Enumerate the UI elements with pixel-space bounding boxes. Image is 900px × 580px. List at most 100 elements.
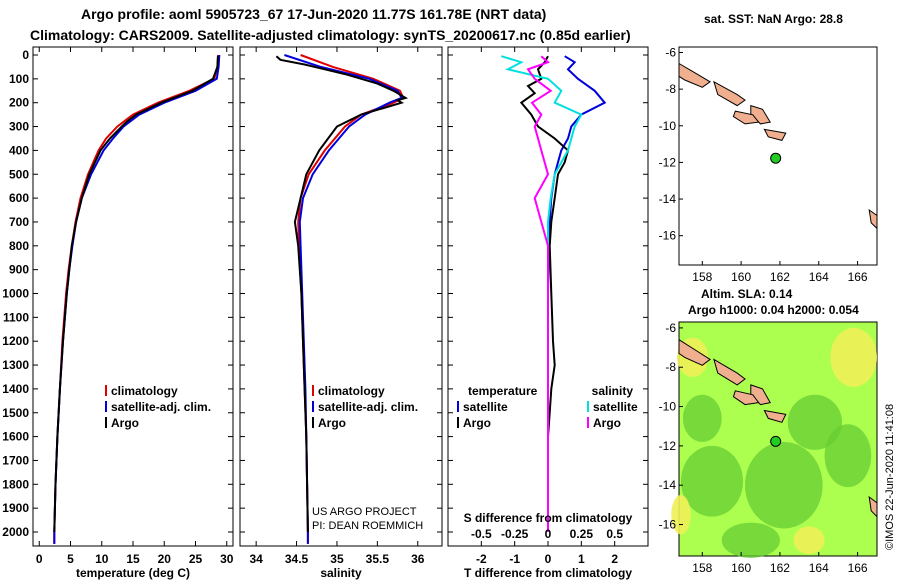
sla-patch — [824, 424, 872, 488]
x-tick-label-s: -0.5 — [471, 527, 492, 541]
sst-map-title: sat. SST: NaN Argo: 28.8 — [704, 12, 843, 26]
x-axis-label-top: S difference from climatology — [464, 511, 633, 525]
series-satellite-adj.-clim. — [53, 54, 221, 544]
lat-tick-label: -14 — [659, 478, 677, 492]
panel-salinity — [239, 46, 443, 547]
series-climatology — [53, 54, 219, 544]
series-t-satellite — [547, 55, 607, 532]
x-tick-label: 20 — [158, 552, 172, 566]
depth-tick-label: 1900 — [2, 501, 29, 515]
legend-label: satellite-adj. clim. — [318, 400, 418, 414]
x-tick-label: 35 — [330, 552, 344, 566]
x-tick-label: 0 — [36, 552, 43, 566]
legend-label: Argo — [593, 416, 621, 430]
sla-map — [671, 321, 878, 558]
series-climatology — [297, 54, 405, 544]
series-s-argo — [526, 55, 553, 532]
depth-tick-label: 1800 — [2, 477, 29, 491]
legend-label: Argo — [111, 416, 139, 430]
panel-frame — [239, 46, 443, 547]
lat-tick-label: -8 — [665, 360, 676, 374]
island — [732, 390, 760, 406]
depth-tick-label: 2000 — [2, 525, 29, 539]
x-tick-label: 10 — [95, 552, 109, 566]
depth-tick-label: 600 — [9, 191, 29, 205]
sla-patch — [721, 522, 780, 558]
sla-patch — [745, 441, 823, 529]
x-tick-label: 34 — [249, 552, 263, 566]
lat-tick-label: -16 — [659, 229, 677, 243]
lon-tick-label: 160 — [731, 270, 751, 284]
legend-label: Argo — [463, 416, 491, 430]
island — [763, 409, 787, 423]
island — [678, 62, 712, 88]
island — [763, 128, 787, 141]
lat-tick-label: -10 — [659, 400, 677, 414]
depth-tick-label: 300 — [9, 120, 29, 134]
island — [713, 80, 746, 107]
imos-watermark: ©IMOS 22-Jun-2020 11:41:08 — [884, 403, 896, 550]
lon-tick-label: 164 — [809, 561, 829, 575]
sla-patch — [793, 526, 825, 555]
x-tick-label: -1 — [509, 552, 520, 566]
legend-label: Argo — [318, 416, 346, 430]
x-tick-label-s: 0.25 — [570, 527, 594, 541]
title-line-1: Argo profile: aoml 5905723_67 17-Jun-202… — [81, 6, 547, 22]
panel-temperature — [32, 46, 234, 547]
x-tick-label-s: -0.25 — [501, 527, 529, 541]
depth-tick-label: 100 — [9, 72, 29, 86]
lon-tick-label: 166 — [848, 270, 868, 284]
x-tick-label: 0 — [545, 552, 552, 566]
island — [732, 110, 760, 125]
sla-patch — [671, 495, 691, 535]
island — [713, 358, 746, 386]
depth-tick-label: 1700 — [2, 453, 29, 467]
lat-tick-label: -10 — [659, 119, 677, 133]
depth-tick-label: 1300 — [2, 358, 29, 372]
argo-position-marker — [770, 152, 782, 164]
series-s-satellite — [501, 55, 583, 532]
x-tick-label: -2 — [476, 552, 487, 566]
depth-tick-label: 400 — [9, 143, 29, 157]
legend-label: climatology — [318, 384, 385, 398]
x-tick-label: 2 — [611, 552, 618, 566]
x-tick-label-s: 0.5 — [606, 527, 623, 541]
x-tick-label: 25 — [189, 552, 203, 566]
depth-tick-label: 800 — [9, 239, 29, 253]
depth-tick-label: 1400 — [2, 382, 29, 396]
lon-tick-label: 166 — [848, 561, 868, 575]
legend-label: satellite — [463, 400, 508, 414]
lat-tick-label: -6 — [665, 45, 676, 59]
legend-title: temperature — [468, 384, 538, 398]
x-tick-label: 30 — [220, 552, 234, 566]
depth-tick-label: 700 — [9, 215, 29, 229]
legend-label: climatology — [111, 384, 178, 398]
sla-patch — [680, 445, 744, 517]
legend-title: salinity — [592, 384, 634, 398]
depth-tick-label: 1100 — [3, 310, 29, 324]
lon-tick-label: 162 — [770, 561, 790, 575]
lon-tick-label: 160 — [731, 561, 751, 575]
island — [868, 495, 878, 518]
argo-position-marker — [770, 435, 782, 447]
x-tick-label: 34.5 — [285, 552, 309, 566]
sla-map-title-1: Altim. SLA: 0.14 — [701, 287, 793, 301]
series-t-argo — [519, 55, 570, 532]
lat-tick-label: -14 — [659, 192, 677, 206]
lat-tick-label: -12 — [659, 439, 677, 453]
x-tick-label-s: 0 — [545, 527, 552, 541]
lon-tick-label: 162 — [770, 270, 790, 284]
title-line-2: Climatology: CARS2009. Satellite-adjuste… — [30, 27, 631, 43]
legend-label: satellite-adj. clim. — [111, 400, 211, 414]
credit-line-2: PI: DEAN ROEMMICH — [312, 520, 424, 532]
x-tick-label: 36 — [411, 552, 425, 566]
lat-tick-label: -8 — [665, 82, 676, 96]
lon-tick-label: 158 — [692, 270, 712, 284]
depth-tick-label: 200 — [9, 96, 29, 110]
x-axis-label: T difference from climatology — [464, 566, 632, 580]
island — [678, 338, 711, 366]
x-tick-label: 35.5 — [366, 552, 390, 566]
legend-label: satellite — [593, 400, 638, 414]
lat-tick-label: -16 — [659, 518, 677, 532]
